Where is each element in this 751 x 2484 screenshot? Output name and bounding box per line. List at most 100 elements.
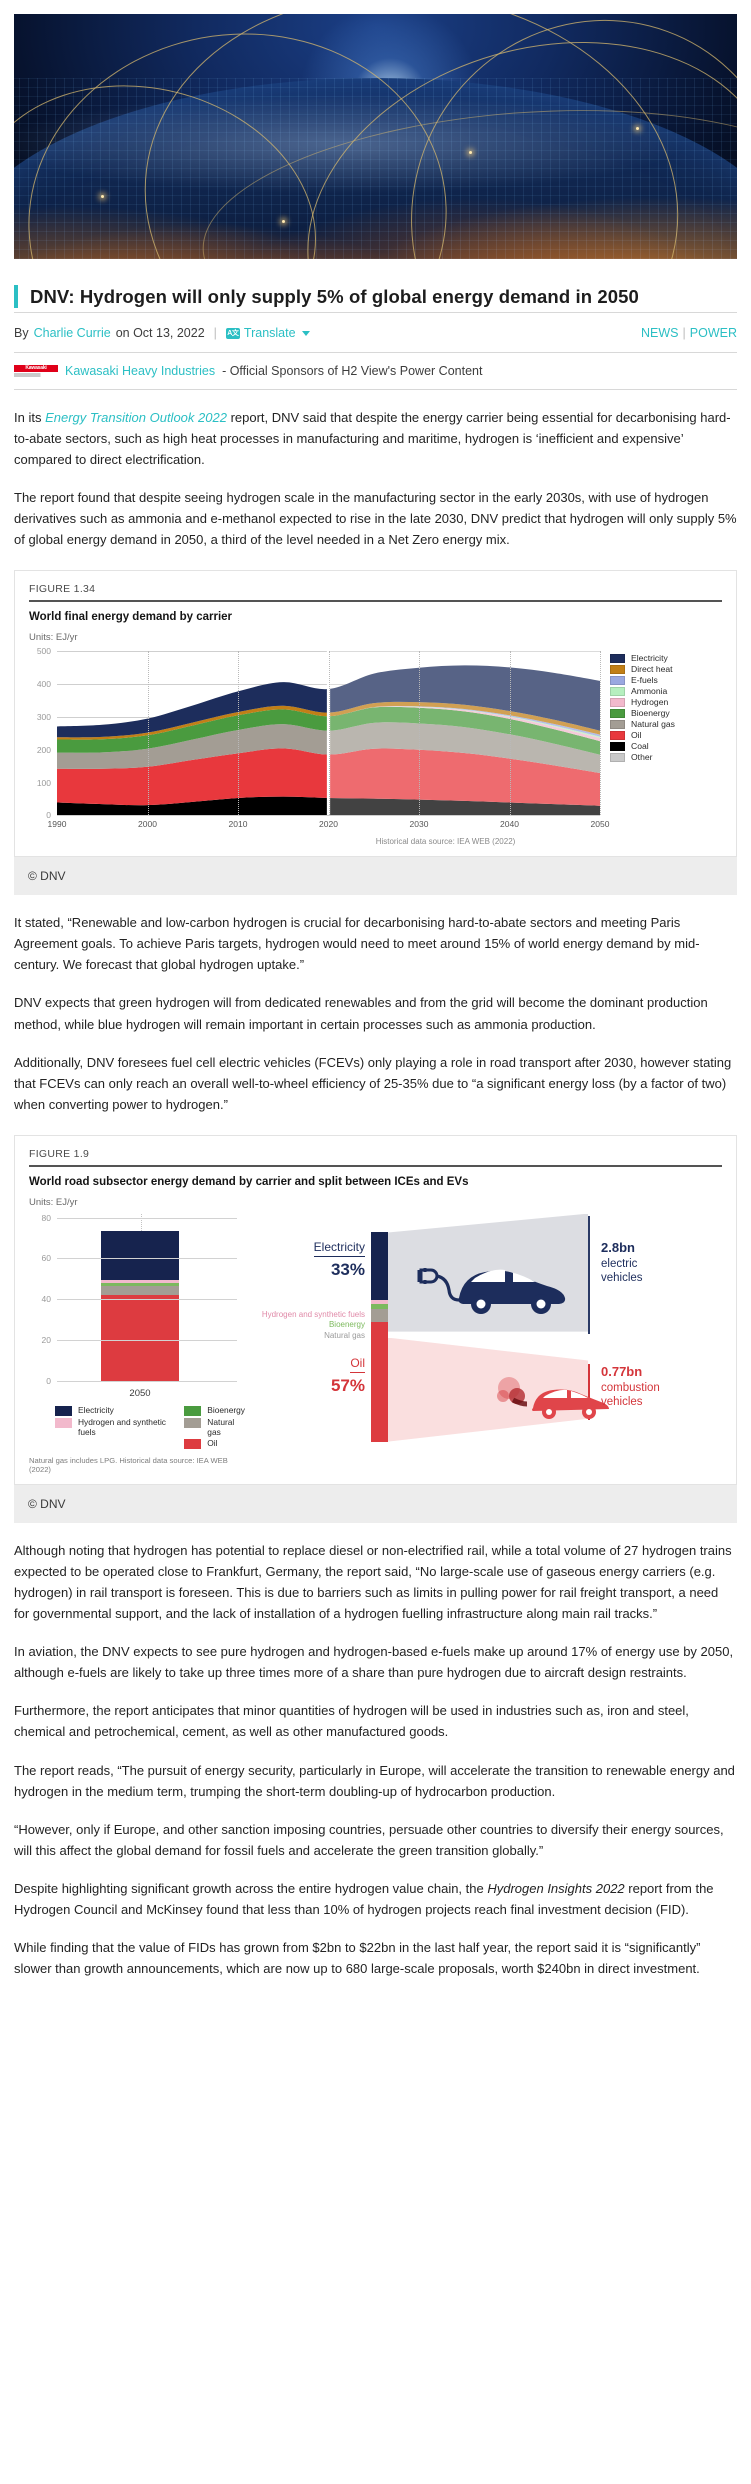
paragraph-11: Despite highlighting significant growth …	[14, 1878, 737, 1920]
mini-bar-segment-hydrogen-and-synthetic-fuels	[371, 1300, 388, 1305]
page-title: DNV: Hydrogen will only supply 5% of glo…	[30, 286, 639, 307]
x-tick: 2050	[590, 819, 610, 830]
v-gridline	[600, 651, 601, 816]
electricity-percent: 33%	[330, 1259, 365, 1279]
category-links: NEWS | POWER	[641, 326, 737, 340]
headline-block: DNV: Hydrogen will only supply 5% of glo…	[0, 259, 751, 312]
legend-label: Natural gas	[631, 719, 675, 730]
y-tick: 80	[41, 1212, 51, 1223]
legend-swatch	[610, 752, 625, 762]
report-link[interactable]: Energy Transition Outlook 2022	[45, 410, 227, 426]
headline-accent-rule	[14, 285, 18, 309]
bar-chart-legend: Electricity Hydrogen and synthetic fuels …	[29, 1405, 245, 1450]
legend-label: Hydrogen	[631, 697, 669, 708]
figure-title: World road subsector energy demand by ca…	[29, 1175, 469, 1188]
chevron-down-icon	[301, 330, 310, 336]
forecast-shading	[328, 651, 600, 816]
combustion-car-icon	[497, 1376, 609, 1419]
paragraph-7: In aviation, the DNV expects to see pure…	[14, 1644, 734, 1681]
y-tick: 200	[36, 744, 51, 755]
category-separator: |	[682, 326, 686, 341]
legend-label: E-fuels	[631, 675, 658, 686]
p11-emphasis: Hydrogen Insights 2022	[487, 1880, 625, 1896]
paragraph-3: It stated, “Renewable and low-carbon hyd…	[14, 915, 700, 973]
ev-caption-line-1: electric	[601, 1257, 638, 1270]
legend-item: Ammonia	[610, 686, 722, 696]
network-node-icon	[635, 126, 639, 130]
chart-source-note: Historical data source: IEA WEB (2022)	[375, 837, 516, 847]
v-gridline	[419, 651, 420, 816]
credit-bar-2: © DNV	[14, 1485, 737, 1524]
legend-item: Oil	[184, 1438, 245, 1450]
hydrogen-synthetic-label: Hydrogen and synthetic fuels	[261, 1309, 365, 1319]
legend-label: Natural gas	[207, 1416, 235, 1437]
bar-chart: 0 20 40 60 80 2050 Electricity Hydrogen and s…	[29, 1212, 245, 1475]
paragraph-2: The report found that despite seeing hyd…	[14, 490, 737, 548]
legend-item: Bioenergy	[610, 708, 722, 718]
translate-icon: A文	[225, 327, 240, 339]
figure-1-34-card: FIGURE 1.34 World final energy demand by…	[14, 570, 737, 858]
figure-label: FIGURE 1.9	[29, 1147, 90, 1160]
network-node-icon	[100, 195, 104, 199]
credit-text: © DNV	[28, 1497, 66, 1512]
y-tick: 20	[41, 1334, 51, 1345]
category-link-power[interactable]: POWER	[689, 326, 737, 341]
cv-caption-line-2: vehicles	[601, 1396, 643, 1409]
legend-label: Bioenergy	[207, 1404, 245, 1415]
sponsor-name-link[interactable]: Kawasaki Heavy Industries	[65, 364, 216, 379]
electric-car-icon	[417, 1267, 566, 1314]
legend-label: Oil	[631, 730, 642, 741]
bar-segment-bioenergy	[101, 1282, 179, 1286]
legend-swatch	[610, 730, 625, 740]
divider	[14, 352, 737, 354]
y-tick: 0	[46, 810, 51, 821]
oil-label: Oil	[350, 1356, 365, 1373]
author-link[interactable]: Charlie Currie	[33, 326, 111, 341]
legend-label: Coal	[631, 741, 649, 752]
paragraph-8: Furthermore, the report anticipates that…	[14, 1703, 689, 1740]
ev-divider-line	[588, 1215, 590, 1334]
x-axis: 1990 2000 2010 2020 2030 2040 2050	[48, 817, 610, 835]
p11-text-b: report from the Hydrogen Council and McK…	[14, 1880, 714, 1917]
article-body-bottom: Although noting that hydrogen has potent…	[14, 1540, 737, 1979]
mid-carrier-labels: Hydrogen and synthetic fuels Bioenergy N…	[245, 1310, 365, 1342]
category-link-news[interactable]: NEWS	[641, 326, 679, 341]
bar-segment-electricity	[101, 1230, 179, 1280]
legend-swatch	[610, 708, 625, 718]
figure-units: Units: EJ/yr	[29, 632, 78, 644]
figure-1-9-card: FIGURE 1.9 World road subsector energy d…	[14, 1134, 737, 1486]
p1-text-b: report, DNV said that despite the energy…	[14, 410, 731, 468]
translate-button[interactable]: A文 Translate	[225, 326, 310, 340]
figure-note: Natural gas includes LPG. Historical dat…	[29, 1456, 228, 1475]
y-axis: 0 100 200 300 400 500	[29, 646, 55, 820]
legend-column-left: Electricity Hydrogen and synthetic fuels	[55, 1405, 174, 1450]
network-node-icon	[469, 151, 473, 155]
byline-left: By Charlie Currie on Oct 13, 2022 | A文 T…	[14, 326, 310, 340]
divider	[14, 312, 737, 314]
gridline	[57, 1299, 237, 1301]
legend-item: Hydrogen	[610, 697, 722, 707]
ev-count-value: 2.8bn	[601, 1239, 635, 1255]
paragraph-9: The report reads, “The pursuit of energy…	[14, 1762, 735, 1799]
legend-label: Electricity	[631, 653, 668, 664]
x-tick: 2030	[409, 819, 429, 830]
electricity-label: Electricity	[313, 1240, 365, 1257]
legend-item: Oil	[610, 730, 722, 740]
bar-segment-natural-gas	[101, 1285, 179, 1296]
electricity-callout: Electricity 33%	[253, 1238, 365, 1280]
stacked-bar	[101, 1230, 179, 1381]
mini-bar-segment-natural-gas	[371, 1308, 388, 1322]
y-tick: 100	[36, 777, 51, 788]
gridline	[57, 1258, 237, 1260]
legend-swatch	[610, 697, 625, 707]
figure-title: World final energy demand by carrier	[29, 611, 233, 624]
mini-bar-segment-bioenergy	[371, 1304, 388, 1309]
divider	[14, 389, 737, 391]
legend-swatch	[610, 741, 625, 751]
legend-item: Hydrogen and synthetic fuels	[55, 1417, 174, 1438]
legend-item: Natural gas	[184, 1417, 245, 1438]
hero-image	[14, 14, 737, 259]
legend-swatch	[610, 686, 625, 696]
legend-item: Electricity	[55, 1405, 174, 1416]
legend-item: Bioenergy	[184, 1405, 245, 1416]
